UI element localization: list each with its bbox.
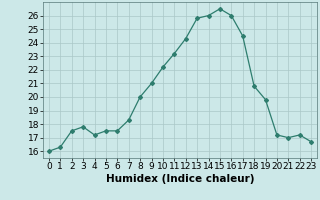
X-axis label: Humidex (Indice chaleur): Humidex (Indice chaleur) bbox=[106, 174, 254, 184]
